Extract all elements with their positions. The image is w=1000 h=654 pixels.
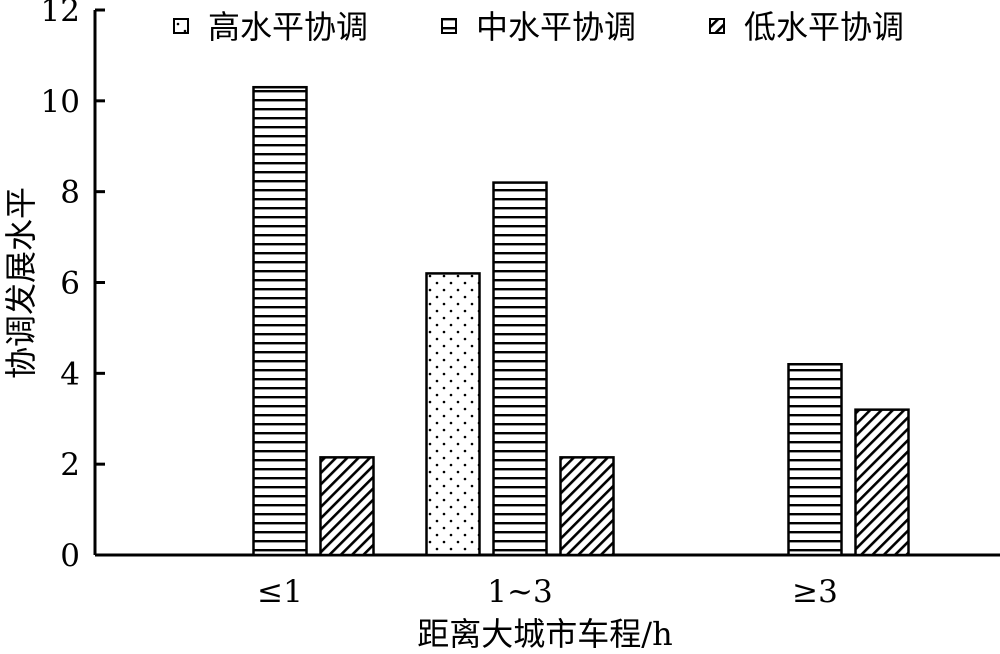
legend-swatch-diag	[709, 18, 725, 34]
legend-swatch-hlines	[441, 18, 457, 34]
bar-low-0	[319, 456, 375, 557]
bar-low-1	[559, 456, 615, 557]
x-tick-label: 1~3	[487, 574, 552, 610]
bar-medium-2	[787, 363, 843, 557]
legend-item-low: 低水平协调	[709, 8, 904, 46]
bar-medium-1	[492, 181, 548, 557]
y-tick-label: 4	[60, 356, 80, 392]
x-axis-title: 距离大城市车程/h	[417, 615, 672, 653]
legend-label-medium: 中水平协调	[476, 8, 636, 46]
bar-medium-0	[252, 85, 308, 557]
y-axis-title: 协调发展水平	[2, 187, 40, 379]
y-tick-label: 6	[60, 266, 80, 302]
legend-swatch-dots	[173, 18, 189, 34]
bar-low-2	[854, 408, 910, 557]
y-tick-label: 10	[41, 84, 80, 120]
y-ticks: 0 2 4 6 8 10 12	[41, 0, 105, 574]
y-tick-label: 8	[60, 175, 80, 211]
x-ticks: ≤1 1~3 ≥3	[257, 574, 838, 610]
bars	[252, 85, 910, 557]
y-tick-label: 0	[60, 538, 80, 574]
legend: 高水平协调 中水平协调 低水平协调	[173, 8, 904, 46]
x-tick-label: ≤1	[257, 574, 303, 610]
legend-item-high: 高水平协调	[173, 8, 368, 46]
legend-label-high: 高水平协调	[208, 8, 368, 46]
y-tick-label: 12	[41, 0, 80, 29]
legend-item-medium: 中水平协调	[441, 8, 636, 46]
x-tick-label: ≥3	[792, 574, 838, 610]
y-tick-label: 2	[60, 447, 80, 483]
bar-high-1	[425, 272, 481, 557]
legend-label-low: 低水平协调	[744, 8, 904, 46]
